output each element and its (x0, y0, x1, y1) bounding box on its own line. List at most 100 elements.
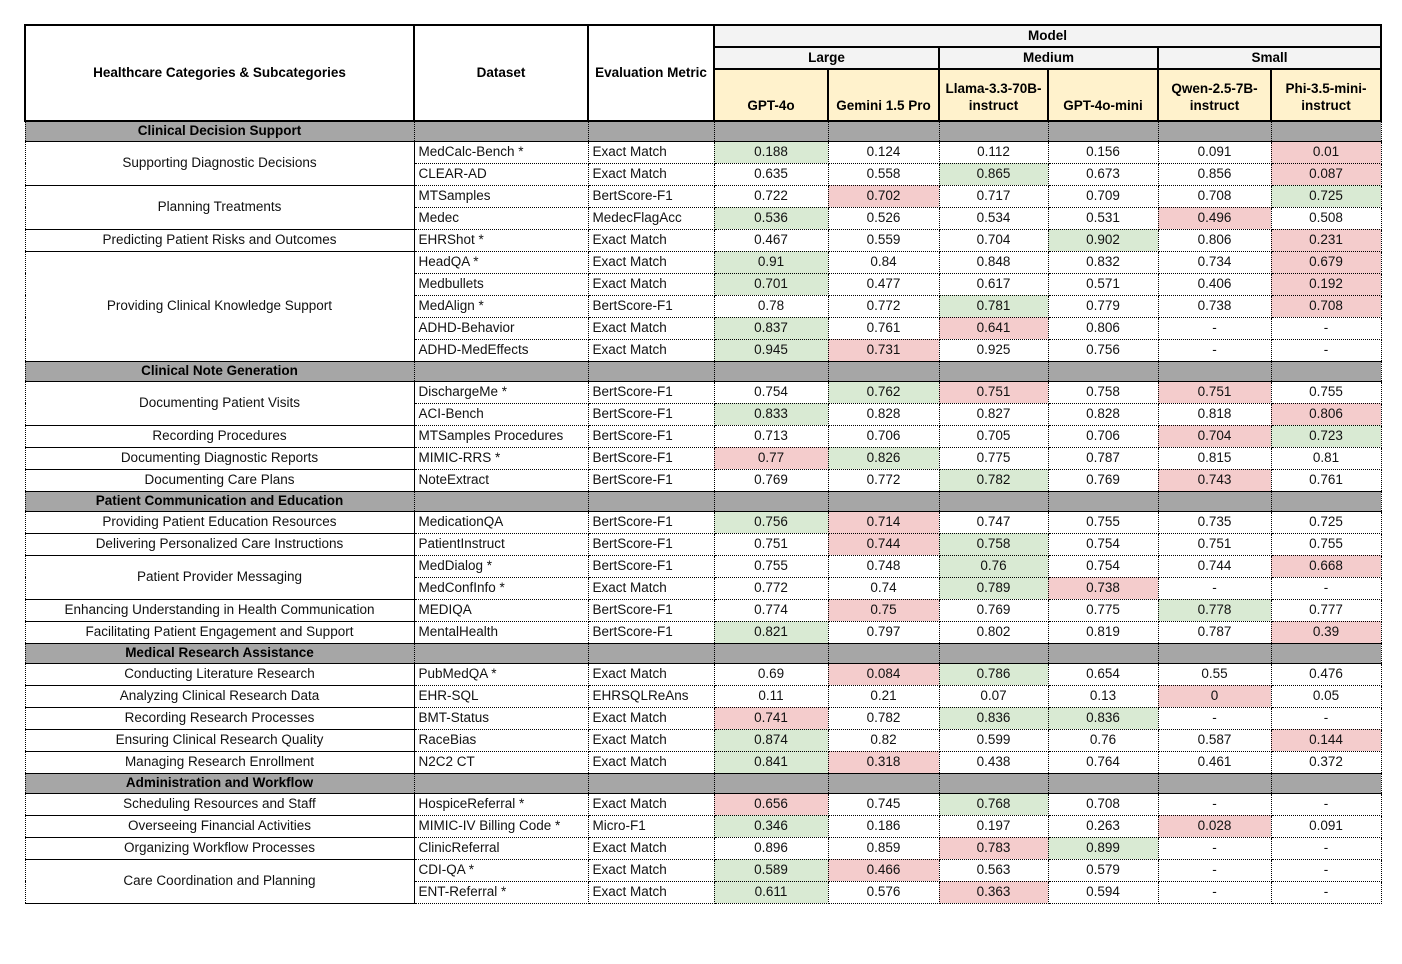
section-fill-cell (938, 642, 1049, 664)
dataset-cell: PatientInstruct (413, 532, 589, 556)
data-row: Documenting Diagnostic Reports MIMIC-RRS … (24, 446, 1382, 470)
section-fill-cell (827, 772, 940, 794)
score-cell: 0.704 (938, 228, 1049, 252)
score-cell: 0.466 (827, 858, 940, 882)
score-cell: 0.747 (938, 510, 1049, 534)
data-row: Supporting Diagnostic Decisions MedCalc-B… (24, 140, 1382, 186)
score-cell: 0.722 (713, 184, 829, 208)
score-cell: 0.197 (938, 814, 1049, 838)
score-cell: 0.708 (1157, 184, 1272, 208)
score-cell: 0.837 (713, 316, 829, 340)
score-cell: 0.735 (1157, 510, 1272, 534)
score-cell: 0.925 (938, 338, 1049, 362)
score-cell: 0.797 (827, 620, 940, 644)
score-cell: 0.827 (938, 402, 1049, 426)
score-cell: 0.744 (827, 532, 940, 556)
score-cell: 0.761 (827, 316, 940, 340)
section-fill-cell (1157, 772, 1272, 794)
score-cell: 0.818 (1157, 402, 1272, 426)
metric-cell: BertScore-F1 (587, 554, 715, 578)
dataset-cell: HeadQA * (413, 250, 589, 274)
score-cell: 0.859 (827, 836, 940, 860)
dataset-cell: ADHD-Behavior (413, 316, 589, 340)
score-cell: 0.461 (1157, 750, 1272, 774)
score-cell: - (1270, 880, 1382, 904)
metric-cell: BertScore-F1 (587, 598, 715, 622)
header-model-gpt-4o: GPT-4o (713, 68, 829, 122)
score-cell: 0.836 (938, 706, 1049, 730)
section-fill-cell (938, 120, 1049, 142)
score-cell: 0.156 (1047, 140, 1159, 164)
dataset-cell: MedCalc-Bench * (413, 140, 589, 164)
metric-cell: BertScore-F1 (587, 424, 715, 448)
score-cell: 0.07 (938, 684, 1049, 708)
score-cell: 0.754 (1047, 532, 1159, 556)
data-row: Documenting Patient Visits DischargeMe * B… (24, 380, 1382, 426)
data-row: Documenting Care Plans NoteExtract BertSco… (24, 468, 1382, 492)
dataset-cell: RaceBias (413, 728, 589, 752)
score-cell: 0.318 (827, 750, 940, 774)
score-cell: 0.679 (1270, 250, 1382, 274)
data-row: Medec MedecFlagAcc 0.536 0.526 0.534 0.531 0.4… (25, 206, 1382, 230)
score-cell: 0.806 (1157, 228, 1272, 252)
score-cell: 0.772 (827, 468, 940, 492)
section-fill-cell (713, 772, 829, 794)
score-cell: - (1157, 858, 1272, 882)
section-fill-cell (413, 490, 589, 512)
subcategory-cell: Patient Provider Messaging (24, 554, 415, 600)
subcategory-cell: Managing Research Enrollment (24, 750, 415, 774)
dataset-cell: ADHD-MedEffects (413, 338, 589, 362)
score-cell: 0.748 (827, 554, 940, 578)
score-cell: 0.751 (1157, 380, 1272, 404)
subcategory-cell: Predicting Patient Risks and Outcomes (24, 228, 415, 252)
score-cell: 0.787 (1157, 620, 1272, 644)
score-cell: 0.084 (827, 662, 940, 686)
benchmark-table-container: Healthcare Categories & Subcategories Da… (24, 24, 1383, 904)
score-cell: 0.706 (1047, 424, 1159, 448)
section-fill-cell (1270, 120, 1382, 142)
score-cell: 0.112 (938, 140, 1049, 164)
score-cell: 0.768 (938, 792, 1049, 816)
score-cell: 0.755 (1270, 532, 1382, 556)
section-fill-cell (1157, 360, 1272, 382)
section-title-cell: Clinical Note Generation (24, 360, 415, 382)
score-cell: 0.758 (1047, 380, 1159, 404)
score-cell: 0.635 (713, 162, 829, 186)
score-cell: 0.787 (1047, 446, 1159, 470)
score-cell: 0.76 (1047, 728, 1159, 752)
metric-cell: BertScore-F1 (587, 620, 715, 644)
score-cell: 0.731 (827, 338, 940, 362)
data-row: Predicting Patient Risks and Outcomes EHR… (24, 228, 1382, 252)
section-fill-cell (413, 360, 589, 382)
subcategory-cell: Supporting Diagnostic Decisions (24, 140, 415, 186)
score-cell: 0.654 (1047, 662, 1159, 686)
score-cell: 0.576 (827, 880, 940, 904)
score-cell: 0.723 (1270, 424, 1382, 448)
section-fill-cell (587, 120, 715, 142)
score-cell: 0.751 (1157, 532, 1272, 556)
metric-cell: BertScore-F1 (587, 510, 715, 534)
score-cell: 0.756 (1047, 338, 1159, 362)
table-header: Healthcare Categories & Subcategories Da… (24, 24, 1383, 122)
score-cell: 0.782 (827, 706, 940, 730)
header-model-qwen-2-5-7b-instruct: Qwen-2.5-7B-instruct (1157, 68, 1272, 122)
metric-cell: Exact Match (587, 162, 715, 186)
score-cell: 0.756 (713, 510, 829, 534)
dataset-cell: Medec (413, 206, 589, 230)
data-row: Overseeing Financial Activities MIMIC-IV … (24, 814, 1382, 838)
subcategory-cell: Enhancing Understanding in Health Commun… (24, 598, 415, 622)
dataset-cell: ClinicReferral (413, 836, 589, 860)
score-cell: 0.826 (827, 446, 940, 470)
metric-cell: Exact Match (587, 140, 715, 164)
score-cell: 0.091 (1270, 814, 1382, 838)
section-fill-cell (827, 642, 940, 664)
dataset-cell: Medbullets (413, 272, 589, 296)
score-cell: 0.705 (938, 424, 1049, 448)
score-cell: 0.77 (713, 446, 829, 470)
section-title-cell: Administration and Workflow (24, 772, 415, 794)
score-cell: 0.39 (1270, 620, 1382, 644)
data-row: Enhancing Understanding in Health Commun… (24, 598, 1382, 622)
score-cell: 0.526 (827, 206, 940, 230)
score-cell: 0.84 (827, 250, 940, 274)
subcategory-cell: Documenting Patient Visits (24, 380, 415, 426)
